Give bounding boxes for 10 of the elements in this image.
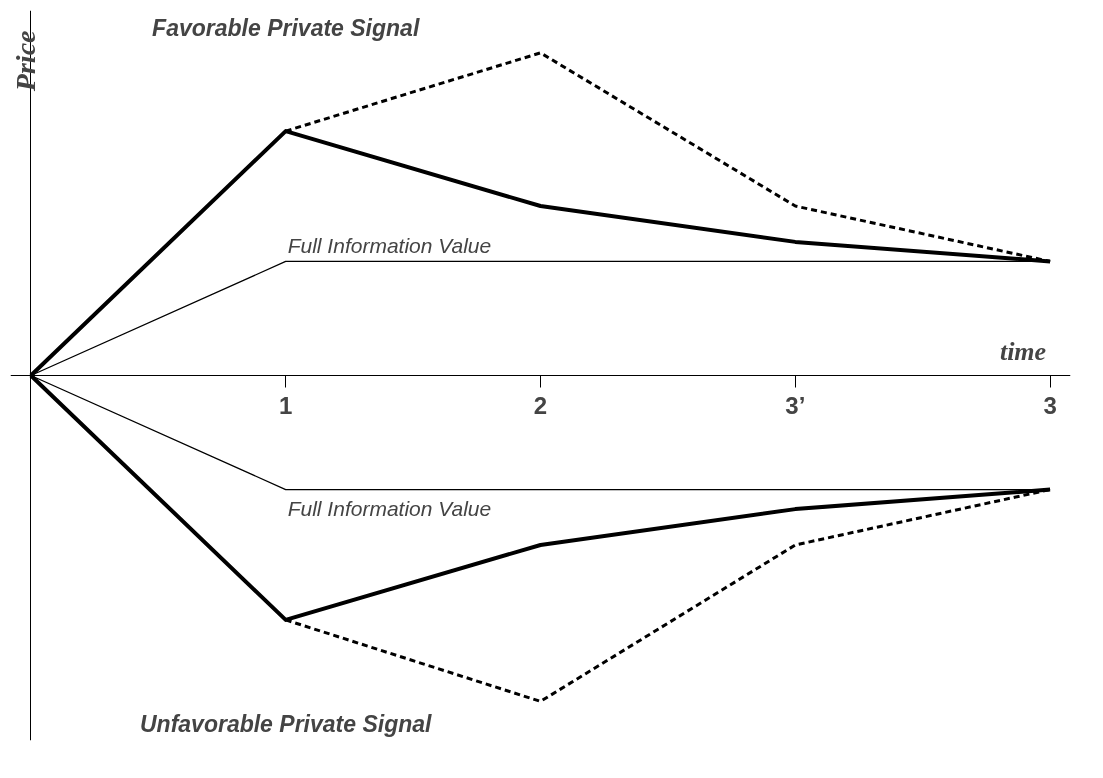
x-axis-title: time — [999, 336, 1047, 366]
text: Unfavorable Private Signal — [139, 710, 433, 737]
x-tick-label: 3’ — [785, 391, 806, 419]
series-label: Full Information Value — [287, 234, 492, 258]
x-tick-label: 2 — [533, 391, 548, 419]
series-label: Full Information Value — [287, 496, 492, 520]
x-tick-label: 3 — [1043, 391, 1057, 419]
y-axis-title: Price — [9, 30, 41, 93]
x-tick-label: 1 — [279, 391, 293, 419]
text: Favorable Private Signal — [152, 14, 420, 41]
